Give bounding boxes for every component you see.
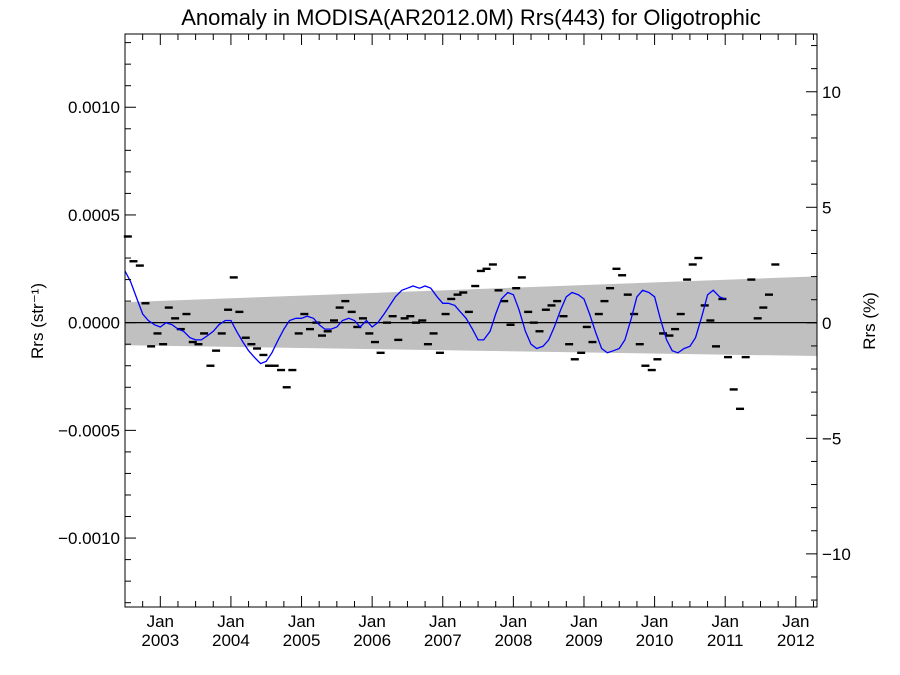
x-tick-year-label: 2006 bbox=[353, 631, 391, 650]
x-tick-year-label: 2004 bbox=[212, 631, 250, 650]
x-tick-month-label: Jan bbox=[358, 612, 385, 631]
x-tick-month-label: Jan bbox=[641, 612, 668, 631]
x-tick-month-label: Jan bbox=[500, 612, 527, 631]
x-tick-year-label: 2009 bbox=[565, 631, 603, 650]
x-tick-year-label: 2005 bbox=[283, 631, 321, 650]
y-left-tick-label: 0.0010 bbox=[68, 98, 120, 117]
x-tick-year-label: 2012 bbox=[777, 631, 815, 650]
x-tick-year-label: 2007 bbox=[424, 631, 462, 650]
plot-frame bbox=[124, 33, 818, 608]
x-tick-month-label: Jan bbox=[711, 612, 738, 631]
uncertainty-band bbox=[125, 276, 817, 357]
x-tick-month-label: Jan bbox=[429, 612, 456, 631]
y-left-tick-label: −0.0005 bbox=[58, 421, 120, 440]
y-axis-right-label: Rrs (%) bbox=[860, 292, 879, 350]
series-line bbox=[124, 270, 726, 365]
y-axis-left-label: Rrs (str⁻¹) bbox=[28, 283, 47, 359]
x-tick-month-label: Jan bbox=[782, 612, 809, 631]
y-left-tick-label: 0.0005 bbox=[68, 206, 120, 225]
x-tick-year-label: 2011 bbox=[707, 631, 744, 650]
x-tick-month-label: Jan bbox=[570, 612, 597, 631]
y-right-tick-label: −5 bbox=[822, 429, 841, 448]
y-right-tick-label: −10 bbox=[822, 545, 851, 564]
plot-area: 0.0010 0.0005 0.0000 −0.0005 −0.0010 10 5 0 −5 −1… bbox=[58, 33, 851, 650]
y-left-tick-label: −0.0010 bbox=[58, 529, 120, 548]
y-right-tick-label: 10 bbox=[822, 83, 841, 102]
x-tick-year-label: 2003 bbox=[141, 631, 179, 650]
x-tick-year-label: 2008 bbox=[494, 631, 532, 650]
x-tick-year-label: 2010 bbox=[636, 631, 674, 650]
x-tick-month-label: Jan bbox=[288, 612, 315, 631]
y-right-tick-label: 5 bbox=[822, 198, 831, 217]
y-left-tick-label: 0.0000 bbox=[68, 314, 120, 333]
x-tick-month-label: Jan bbox=[217, 612, 244, 631]
x-tick-month-label: Jan bbox=[147, 612, 174, 631]
chart-title: Anomaly in MODISA(AR2012.0M) Rrs(443) fo… bbox=[181, 5, 761, 30]
y-right-tick-label: 0 bbox=[822, 314, 831, 333]
